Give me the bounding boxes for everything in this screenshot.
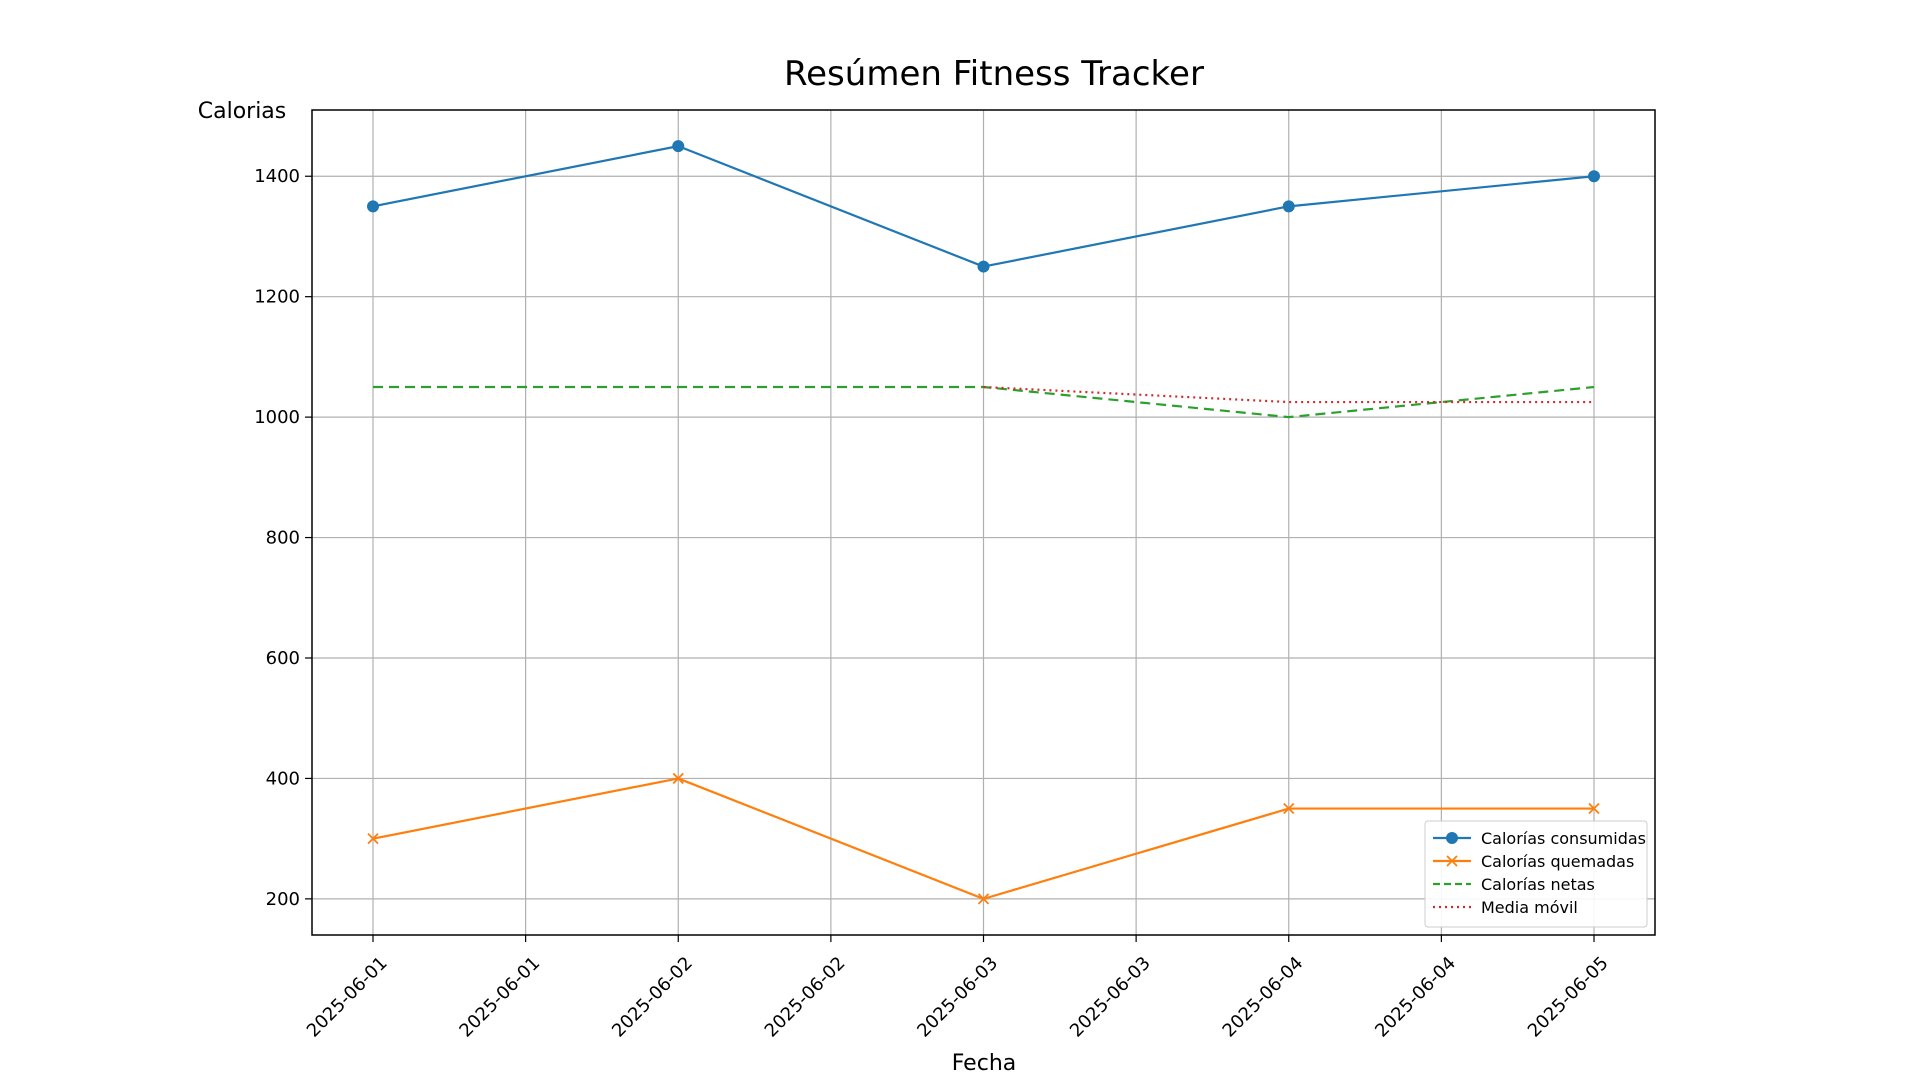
series-calor-as-netas	[373, 385, 1595, 419]
x-tick-label: 2025-06-03	[913, 953, 1002, 1042]
y-tick-label: 1400	[254, 166, 300, 187]
data-point	[367, 200, 379, 213]
y-tick-label: 1200	[254, 287, 300, 308]
y-axis-label: Calorias	[198, 99, 287, 124]
series-line	[373, 385, 1595, 419]
y-tick-label: 1000	[254, 407, 300, 428]
series-calor-as-quemadas	[367, 772, 1600, 905]
y-tick-label: 600	[266, 648, 300, 669]
series-calor-as-consumidas	[367, 140, 1600, 273]
y-tick-label: 200	[266, 889, 300, 910]
data-point	[977, 893, 990, 905]
x-tick-label: 2025-06-03	[1066, 953, 1155, 1042]
legend-label: Calorías quemadas	[1481, 852, 1634, 871]
x-tick-label: 2025-06-02	[608, 953, 697, 1042]
legend: Calorías consumidas Calorías quemadas Calo…	[1424, 820, 1648, 928]
x-tick-label: 2025-06-04	[1371, 953, 1460, 1042]
data-point	[977, 260, 990, 273]
x-axis-ticks: 2025-06-01 2025-06-01 2025-06-02 2025-06-02…	[303, 935, 1613, 1042]
y-tick-label: 800	[266, 528, 300, 549]
legend-label: Calorías consumidas	[1481, 829, 1646, 848]
y-tick-label: 400	[266, 768, 300, 789]
x-tick-label: 2025-06-02	[761, 953, 850, 1042]
x-tick-label: 2025-06-01	[455, 953, 544, 1042]
data-point	[1588, 802, 1600, 815]
data-point	[1283, 802, 1295, 815]
y-axis-ticks: 200 400 600 800 1000 1200 1400	[254, 166, 312, 910]
legend-box	[1424, 820, 1648, 928]
legend-label: Calorías netas	[1481, 875, 1595, 894]
x-tick-label: 2025-06-05	[1524, 953, 1613, 1042]
data-point	[367, 833, 379, 845]
legend-marker	[1446, 855, 1458, 867]
series-lines	[367, 140, 1600, 905]
data-point	[672, 772, 684, 785]
chart-title: Resúmen Fitness Tracker	[784, 54, 1204, 94]
data-point	[1588, 170, 1600, 183]
legend-marker	[1446, 832, 1458, 844]
x-tick-label: 2025-06-01	[303, 953, 392, 1042]
data-point	[672, 140, 685, 153]
data-point	[1282, 200, 1295, 213]
legend-label: Media móvil	[1481, 898, 1578, 917]
x-tick-label: 2025-06-04	[1219, 953, 1308, 1042]
x-axis-label: Fecha	[952, 1051, 1017, 1076]
